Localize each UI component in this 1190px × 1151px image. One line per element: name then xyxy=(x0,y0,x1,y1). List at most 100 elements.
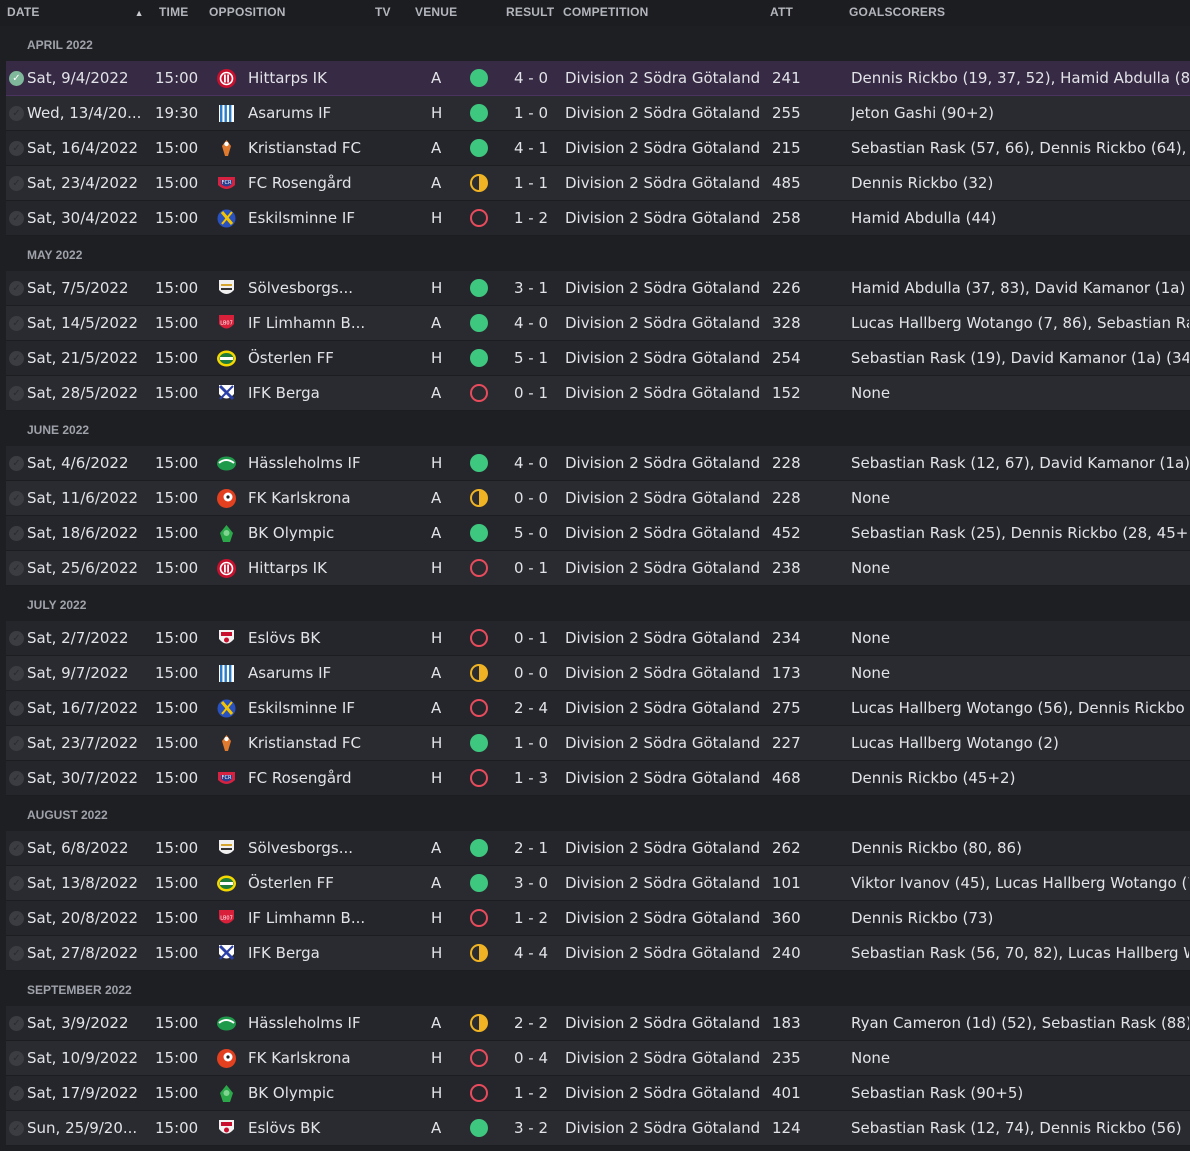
check-icon[interactable]: ✓ xyxy=(9,876,24,891)
fixture-row[interactable]: ✓ Sat, 7/5/2022 15:00 Sölvesborgs... H 3 - 1 D… xyxy=(6,271,1190,306)
competition-link[interactable]: Division 2 Södra Götaland xyxy=(565,1014,761,1032)
opposition-link[interactable]: Eskilsminne IF xyxy=(248,209,355,227)
club-badge-icon[interactable] xyxy=(216,733,237,754)
fixture-score[interactable]: 3 - 2 xyxy=(514,1119,549,1137)
check-icon[interactable]: ✓ xyxy=(9,526,24,541)
fixture-score[interactable]: 0 - 1 xyxy=(514,629,549,647)
fixture-score[interactable]: 2 - 2 xyxy=(514,1014,549,1032)
fixture-score[interactable]: 0 - 0 xyxy=(514,664,549,682)
club-badge-icon[interactable] xyxy=(216,103,237,124)
opposition-link[interactable]: FK Karlskrona xyxy=(248,1049,351,1067)
club-badge-icon[interactable] xyxy=(216,138,237,159)
fixture-score[interactable]: 1 - 1 xyxy=(514,174,549,192)
competition-link[interactable]: Division 2 Södra Götaland xyxy=(565,874,761,892)
column-tv[interactable]: TV xyxy=(375,5,391,19)
competition-link[interactable]: Division 2 Södra Götaland xyxy=(565,489,761,507)
fixture-row[interactable]: ✓ Sat, 4/6/2022 15:00 Hässleholms IF H 4 - 0 D… xyxy=(6,446,1190,481)
check-icon[interactable]: ✓ xyxy=(9,1121,24,1136)
competition-link[interactable]: Division 2 Södra Götaland xyxy=(565,1049,761,1067)
club-badge-icon[interactable] xyxy=(216,208,237,229)
fixture-score[interactable]: 3 - 0 xyxy=(514,874,549,892)
fixture-row[interactable]: ✓ Sat, 16/7/2022 15:00 Eskilsminne IF A 2 - 4… xyxy=(6,691,1190,726)
competition-link[interactable]: Division 2 Södra Götaland xyxy=(565,279,761,297)
opposition-link[interactable]: IF Limhamn B... xyxy=(248,909,366,927)
competition-link[interactable]: Division 2 Södra Götaland xyxy=(565,524,761,542)
opposition-link[interactable]: Österlen FF xyxy=(248,349,334,367)
opposition-link[interactable]: BK Olympic xyxy=(248,524,335,542)
fixture-row[interactable]: ✓ Sat, 30/7/2022 15:00 FCR FC Rosengård H 1 - … xyxy=(6,761,1190,796)
check-icon[interactable]: ✓ xyxy=(9,1016,24,1031)
competition-link[interactable]: Division 2 Södra Götaland xyxy=(565,909,761,927)
fixture-score[interactable]: 1 - 0 xyxy=(514,734,549,752)
club-badge-icon[interactable]: LB07 xyxy=(216,908,237,929)
opposition-link[interactable]: Asarums IF xyxy=(248,664,332,682)
fixture-row[interactable]: ✓ Sat, 17/9/2022 15:00 BK Olympic H 1 - 2 Divi… xyxy=(6,1076,1190,1111)
opposition-link[interactable]: Hittarps IK xyxy=(248,69,327,87)
fixture-row[interactable]: ✓ Sat, 21/5/2022 15:00 Österlen FF H 5 - 1 Div… xyxy=(6,341,1190,376)
column-result[interactable]: RESULT xyxy=(506,5,555,19)
fixture-score[interactable]: 0 - 4 xyxy=(514,1049,549,1067)
club-badge-icon[interactable] xyxy=(216,488,237,509)
fixture-row[interactable]: ✓ Sat, 6/8/2022 15:00 Sölvesborgs... A 2 - 1 D… xyxy=(6,831,1190,866)
fixture-row[interactable]: ✓ Sat, 3/9/2022 15:00 Hässleholms IF A 2 - 2 D… xyxy=(6,1006,1190,1041)
fixture-score[interactable]: 5 - 1 xyxy=(514,349,549,367)
check-icon[interactable]: ✓ xyxy=(9,141,24,156)
competition-link[interactable]: Division 2 Södra Götaland xyxy=(565,69,761,87)
club-badge-icon[interactable] xyxy=(216,873,237,894)
club-badge-icon[interactable] xyxy=(216,663,237,684)
fixture-score[interactable]: 4 - 0 xyxy=(514,454,549,472)
fixture-score[interactable]: 4 - 4 xyxy=(514,944,549,962)
club-badge-icon[interactable] xyxy=(216,68,237,89)
competition-link[interactable]: Division 2 Södra Götaland xyxy=(565,559,761,577)
opposition-link[interactable]: FC Rosengård xyxy=(248,769,352,787)
competition-link[interactable]: Division 2 Södra Götaland xyxy=(565,629,761,647)
fixture-row[interactable]: ✓ Sat, 23/4/2022 15:00 FCR FC Rosengård A 1 - … xyxy=(6,166,1190,201)
column-competition[interactable]: COMPETITION xyxy=(563,5,649,19)
opposition-link[interactable]: Hässleholms IF xyxy=(248,454,361,472)
club-badge-icon[interactable] xyxy=(216,453,237,474)
check-icon[interactable]: ✓ xyxy=(9,176,24,191)
check-icon[interactable]: ✓ xyxy=(9,351,24,366)
competition-link[interactable]: Division 2 Södra Götaland xyxy=(565,454,761,472)
fixture-row[interactable]: ✓ Sat, 27/8/2022 15:00 IFK Berga H 4 - 4 Divis… xyxy=(6,936,1190,971)
fixture-score[interactable]: 1 - 2 xyxy=(514,1084,549,1102)
fixture-row[interactable]: ✓ Sat, 28/5/2022 15:00 IFK Berga A 0 - 1 Divis… xyxy=(6,376,1190,411)
column-date[interactable]: DATE ▲ xyxy=(7,5,144,19)
fixture-score[interactable]: 1 - 2 xyxy=(514,909,549,927)
competition-link[interactable]: Division 2 Södra Götaland xyxy=(565,174,761,192)
column-time[interactable]: TIME xyxy=(159,5,189,19)
fixture-row[interactable]: ✓ Sun, 25/9/20... 15:00 Eslövs BK A 3 - 2 Divi… xyxy=(6,1111,1190,1146)
competition-link[interactable]: Division 2 Södra Götaland xyxy=(565,839,761,857)
club-badge-icon[interactable] xyxy=(216,943,237,964)
fixture-score[interactable]: 2 - 4 xyxy=(514,699,549,717)
opposition-link[interactable]: Österlen FF xyxy=(248,874,334,892)
club-badge-icon[interactable] xyxy=(216,523,237,544)
check-icon[interactable]: ✓ xyxy=(9,771,24,786)
opposition-link[interactable]: Hittarps IK xyxy=(248,559,327,577)
opposition-link[interactable]: Sölvesborgs... xyxy=(248,279,354,297)
competition-link[interactable]: Division 2 Södra Götaland xyxy=(565,734,761,752)
club-badge-icon[interactable] xyxy=(216,278,237,299)
competition-link[interactable]: Division 2 Södra Götaland xyxy=(565,664,761,682)
competition-link[interactable]: Division 2 Södra Götaland xyxy=(565,769,761,787)
check-icon[interactable]: ✓ xyxy=(9,736,24,751)
fixture-score[interactable]: 0 - 1 xyxy=(514,559,549,577)
competition-link[interactable]: Division 2 Södra Götaland xyxy=(565,699,761,717)
competition-link[interactable]: Division 2 Södra Götaland xyxy=(565,139,761,157)
fixture-row[interactable]: ✓ Sat, 16/4/2022 15:00 Kristianstad FC A 4 - … xyxy=(6,131,1190,166)
fixture-row[interactable]: ✓ Wed, 13/4/20... 19:30 Asarums IF H 1 - 0 Div… xyxy=(6,96,1190,131)
competition-link[interactable]: Division 2 Södra Götaland xyxy=(565,1084,761,1102)
opposition-link[interactable]: Sölvesborgs... xyxy=(248,839,354,857)
opposition-link[interactable]: IFK Berga xyxy=(248,384,320,402)
fixture-row[interactable]: ✓ Sat, 9/4/2022 15:00 Hittarps IK A 4 - 0 Divi… xyxy=(6,61,1190,96)
check-icon[interactable]: ✓ xyxy=(9,106,24,121)
club-badge-icon[interactable] xyxy=(216,558,237,579)
fixture-score[interactable]: 1 - 0 xyxy=(514,104,549,122)
fixture-score[interactable]: 4 - 1 xyxy=(514,139,549,157)
check-icon[interactable]: ✓ xyxy=(9,701,24,716)
club-badge-icon[interactable] xyxy=(216,628,237,649)
competition-link[interactable]: Division 2 Södra Götaland xyxy=(565,104,761,122)
competition-link[interactable]: Division 2 Södra Götaland xyxy=(565,384,761,402)
fixture-score[interactable]: 4 - 0 xyxy=(514,314,549,332)
fixture-row[interactable]: ✓ Sat, 20/8/2022 15:00 LB07 IF Limhamn B... H… xyxy=(6,901,1190,936)
